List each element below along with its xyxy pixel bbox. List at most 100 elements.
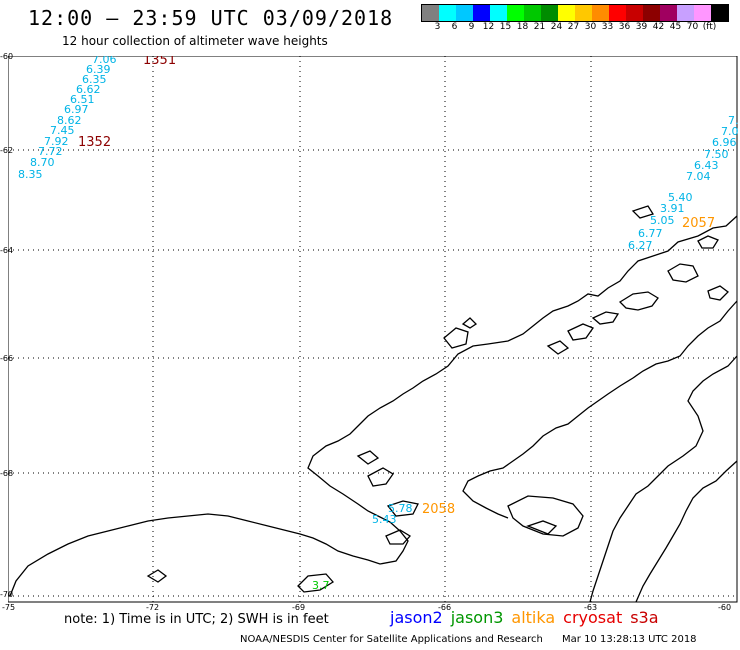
lat-label-60: -60 (0, 52, 14, 61)
scale-label: 45 (669, 22, 682, 32)
scale-cell-5 (507, 5, 524, 21)
lon-label-69: -69 (292, 603, 306, 612)
wave-height-value: 7.92 (44, 135, 69, 148)
color-scale-bar (421, 4, 729, 22)
altimeter-map: 7.066.396.356.626.516.978.627.457.927.72… (8, 56, 738, 603)
scale-cell-9 (575, 5, 592, 21)
wave-height-value: 6.35 (82, 73, 107, 86)
scale-cell-15 (677, 5, 694, 21)
lat-label-68: -68 (0, 469, 14, 478)
scale-cell-11 (609, 5, 626, 21)
scale-cell-3 (473, 5, 490, 21)
map-title: 12:00 – 23:59 UTC 03/09/2018 (28, 6, 394, 30)
generation-timestamp: Mar 10 13:28:13 UTC 2018 (562, 634, 697, 645)
lon-label-66: -66 (438, 603, 452, 612)
color-scale-labels: 3 6 9 12 15 18 21 24 27 30 33 36 39 42 45 70 (ft) (429, 22, 729, 32)
wave-height-value: 8.62 (57, 114, 82, 127)
scale-cell-2 (456, 5, 473, 21)
satellite-cryosat: cryosat (563, 608, 623, 627)
satellite-s3a: s3a (630, 608, 659, 627)
scale-label: 6 (451, 22, 458, 32)
wave-height-value: 6.62 (76, 83, 101, 96)
map-subtitle: 12 hour collection of altimeter wave hei… (62, 34, 328, 48)
satellite-altika: altika (511, 608, 556, 627)
wave-height-value: 5.43 (372, 513, 397, 526)
wave-height-value: 7.50 (704, 148, 729, 161)
wave-height-value: 8.35 (18, 168, 43, 181)
wave-height-value: 6.51 (70, 93, 95, 106)
wave-height-value: 8.70 (30, 156, 55, 169)
satellite-legend: jason2 jason3 altika cryosat s3a (390, 608, 667, 627)
wave-height-value: 7.07 (721, 125, 738, 138)
time-label-1352: 1352 (78, 135, 111, 150)
time-label-2058: 2058 (422, 502, 455, 517)
credit-text: NOAA/NESDIS Center for Satellite Applica… (240, 634, 543, 645)
wave-height-value: 6.27 (628, 239, 653, 252)
scale-label: 70 (686, 22, 699, 32)
wave-height-value: 6.39 (86, 63, 111, 76)
lon-label-63: -63 (584, 603, 598, 612)
scale-cell-7 (541, 5, 558, 21)
scale-cell-14 (660, 5, 677, 21)
scale-cell-8 (558, 5, 575, 21)
wave-height-value: 6.77 (638, 227, 663, 240)
scale-label: 15 (499, 22, 512, 32)
wave-height-value: 7.45 (50, 124, 75, 137)
satellite-jason3: jason3 (450, 608, 504, 627)
wave-height-value: 5.05 (650, 214, 675, 227)
scale-cell-4 (490, 5, 507, 21)
scale-cell-6 (524, 5, 541, 21)
scale-label: 39 (635, 22, 648, 32)
wave-height-value: 5.78 (388, 502, 413, 515)
track-1-values: 7.066.396.356.626.516.978.627.457.927.72… (18, 56, 117, 181)
credit-line: NOAA/NESDIS Center for Satellite Applica… (240, 634, 713, 645)
scale-label: 27 (567, 22, 580, 32)
scale-label: 18 (516, 22, 529, 32)
lat-label-70: -70 (0, 590, 14, 599)
scale-label: 36 (618, 22, 631, 32)
lat-label-66: -66 (0, 354, 14, 363)
wave-height-value: 3.7 (312, 579, 330, 592)
lon-label-72: -72 (146, 603, 160, 612)
track-3-values: 5.785.43 (372, 502, 413, 526)
scale-label: 21 (533, 22, 546, 32)
scale-cell-13 (643, 5, 660, 21)
scale-label: 42 (652, 22, 665, 32)
wave-height-value: 7.06 (92, 56, 117, 66)
track-4-values: 3.7 (312, 579, 330, 592)
scale-label: 9 (468, 22, 475, 32)
wave-height-value: 6.96 (712, 136, 737, 149)
scale-cell-17 (711, 5, 728, 21)
wave-height-value: 7.4 (728, 114, 738, 127)
satellite-jason2: jason2 (390, 608, 443, 627)
wave-height-color-scale: 3 6 9 12 15 18 21 24 27 30 33 36 39 42 45 70 (ft) (421, 4, 729, 32)
lat-label-62: -62 (0, 146, 14, 155)
lon-label-75: -75 (2, 603, 16, 612)
wave-height-value: 7.72 (38, 145, 63, 158)
wave-height-value: 6.43 (694, 159, 719, 172)
wave-height-value: 7.04 (686, 170, 711, 183)
scale-label: 3 (434, 22, 441, 32)
lat-label-64: -64 (0, 246, 14, 255)
scale-cell-12 (626, 5, 643, 21)
scale-label: (ft) (702, 22, 717, 32)
track-2-values: 7.47.076.967.506.437.04 5.403.915.056.776… (628, 114, 738, 252)
wave-height-value: 3.91 (660, 202, 685, 215)
lon-label-60: -60 (718, 603, 732, 612)
time-label-2057: 2057 (682, 216, 715, 231)
scale-cell-16 (694, 5, 711, 21)
coastline (9, 205, 738, 603)
scale-label: 24 (550, 22, 563, 32)
map-frame (8, 56, 738, 603)
scale-label: 33 (601, 22, 614, 32)
footer-note: note: 1) Time is in UTC; 2) SWH is in fe… (64, 612, 329, 627)
scale-cell-10 (592, 5, 609, 21)
scale-label: 12 (482, 22, 495, 32)
scale-cell-1 (439, 5, 456, 21)
scale-cell-0 (422, 5, 439, 21)
scale-label: 30 (584, 22, 597, 32)
wave-height-value: 5.40 (668, 191, 693, 204)
wave-height-value: 6.97 (64, 103, 89, 116)
time-label-1351: 1351 (143, 56, 176, 68)
graticule (8, 56, 737, 602)
